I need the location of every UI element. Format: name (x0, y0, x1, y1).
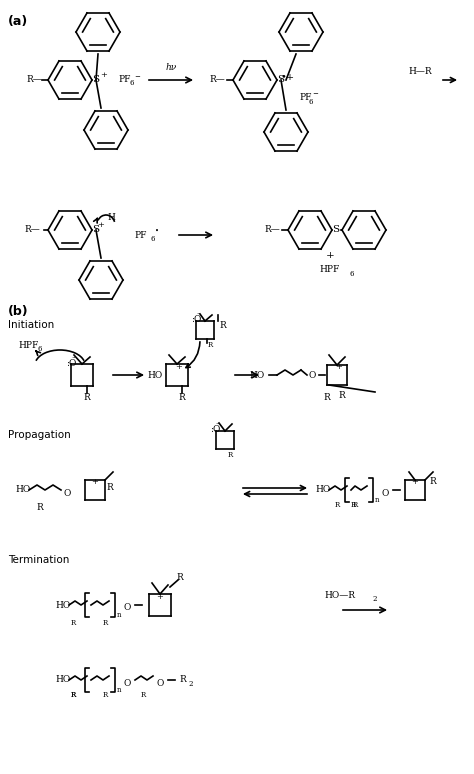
Text: HO: HO (55, 676, 70, 684)
Text: R: R (179, 392, 185, 402)
Text: HO: HO (15, 485, 30, 495)
Text: +: + (411, 478, 419, 486)
Text: R—: R— (24, 225, 40, 235)
Text: n: n (117, 611, 121, 619)
Text: H: H (107, 214, 115, 222)
Text: R—: R— (209, 76, 225, 84)
Text: R: R (228, 451, 233, 459)
Text: Initiation: Initiation (8, 320, 54, 330)
Text: HO: HO (147, 371, 163, 379)
Text: n: n (375, 496, 379, 504)
Text: R: R (350, 501, 356, 509)
Text: O: O (308, 371, 316, 379)
Text: +: + (326, 251, 334, 259)
Text: 2: 2 (189, 680, 193, 688)
Text: R: R (107, 482, 113, 491)
Text: R: R (180, 676, 186, 684)
Text: •: • (155, 227, 159, 235)
Text: ··: ·· (72, 353, 76, 361)
Text: R: R (352, 501, 357, 509)
Text: PF: PF (299, 94, 311, 102)
Text: S: S (277, 76, 284, 84)
Text: hν: hν (165, 63, 177, 73)
Text: R: R (102, 619, 108, 627)
Text: R: R (324, 392, 330, 402)
Text: R: R (83, 392, 91, 402)
Text: Termination: Termination (8, 555, 69, 565)
Text: ··: ·· (197, 309, 201, 317)
Text: R: R (207, 341, 213, 349)
Text: +: + (156, 593, 164, 601)
Text: +: + (100, 71, 108, 79)
Text: PF: PF (118, 76, 130, 84)
Text: HO: HO (249, 371, 264, 379)
Text: +: + (91, 478, 99, 486)
Text: :O: :O (191, 316, 201, 324)
Text: HO: HO (315, 485, 330, 495)
Text: 6: 6 (38, 345, 42, 353)
Text: R: R (70, 691, 76, 699)
Text: R: R (70, 691, 76, 699)
Text: HO—R: HO—R (325, 591, 356, 600)
Text: 6: 6 (130, 79, 135, 87)
Text: 6: 6 (350, 270, 354, 278)
Text: +: + (98, 221, 104, 229)
Text: +: + (336, 363, 342, 371)
Text: −: − (134, 73, 140, 81)
Text: 6: 6 (151, 235, 155, 243)
Text: H—R: H—R (408, 67, 432, 77)
Text: :O: :O (66, 358, 76, 368)
Text: S: S (332, 225, 339, 235)
Text: O: O (64, 488, 71, 498)
Text: HPF: HPF (320, 265, 340, 275)
Text: O: O (123, 679, 131, 687)
Text: R: R (429, 478, 437, 487)
Text: O: O (123, 604, 131, 612)
Text: •+: •+ (281, 73, 295, 81)
Text: HPF: HPF (18, 341, 38, 350)
Text: PF: PF (135, 231, 147, 239)
Text: R: R (36, 504, 44, 512)
Text: 6: 6 (309, 98, 313, 106)
Text: S: S (92, 225, 100, 235)
Text: Propagation: Propagation (8, 430, 71, 440)
Text: R: R (334, 501, 340, 509)
Text: (b): (b) (8, 305, 28, 318)
Text: n: n (117, 686, 121, 694)
Text: R: R (70, 619, 76, 627)
Text: R: R (140, 691, 146, 699)
Text: ··: ·· (216, 419, 220, 427)
Text: 2: 2 (373, 595, 377, 603)
Text: R: R (102, 691, 108, 699)
Text: R: R (338, 391, 346, 399)
Text: R: R (177, 573, 183, 581)
Text: R: R (219, 320, 227, 330)
Text: HO: HO (55, 601, 70, 609)
Text: O: O (156, 679, 164, 687)
Text: S: S (92, 76, 100, 84)
Text: (a): (a) (8, 15, 28, 28)
Text: R—: R— (26, 76, 42, 84)
Text: −: − (312, 90, 318, 98)
Text: :O: :O (210, 426, 220, 434)
Text: R—: R— (264, 225, 280, 235)
Text: O: O (381, 488, 389, 498)
Text: +: + (175, 363, 182, 371)
